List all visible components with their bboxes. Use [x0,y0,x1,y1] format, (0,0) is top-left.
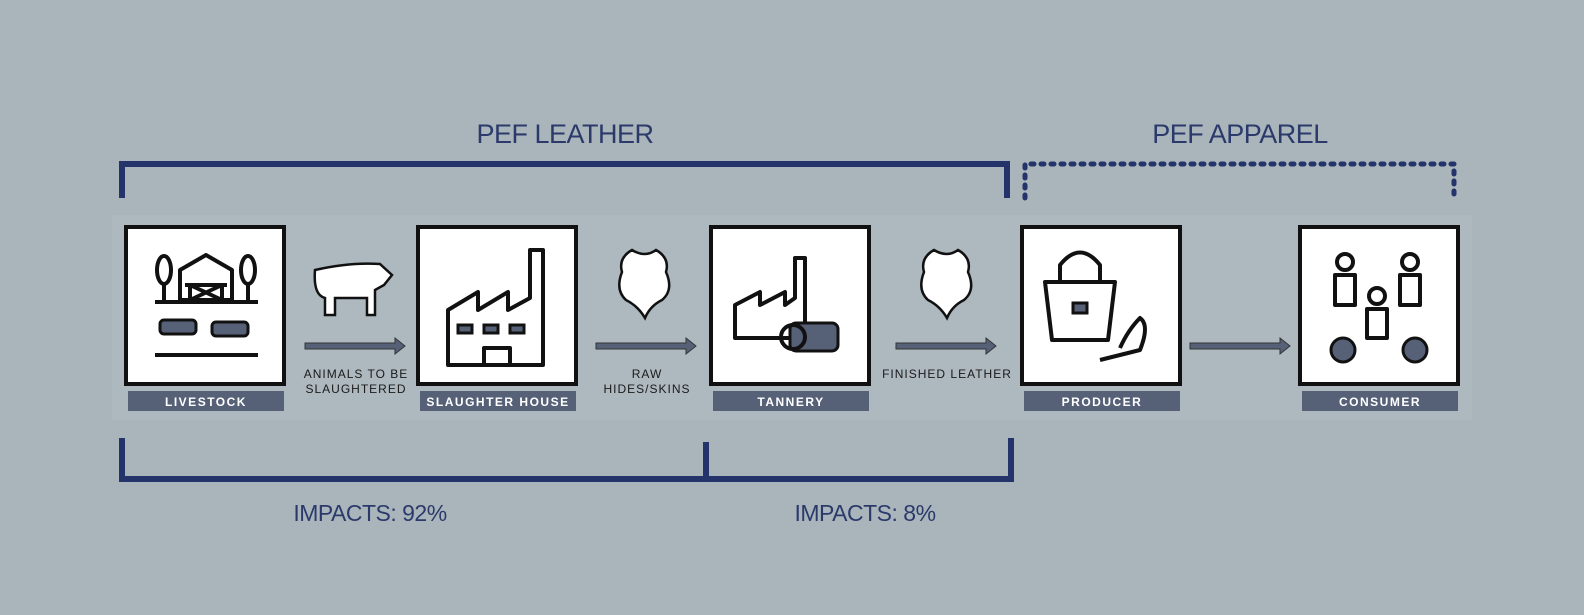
nodes: LIVESTOCK SLAUGHTER HOUSE TANNERY PRODUCER C… [124,225,1460,411]
node-box [124,225,286,386]
flow-label: HIDES/SKINS [603,382,690,396]
arrows [304,336,1291,356]
node-label: SLAUGHTER HOUSE [426,395,569,409]
hide-icon [618,248,973,321]
group-title: PEF LEATHER [476,119,653,149]
tannery-icon [733,256,840,353]
node-box [416,225,578,386]
impact-bracket [119,438,1014,482]
node-label-bar [1302,391,1458,411]
flow-label: SLAUGHTERED [305,382,406,396]
factory-icon [446,248,545,367]
group-title: PEF APPAREL [1152,119,1328,149]
node-label-bar [1024,391,1180,411]
node-label: LIVESTOCK [165,395,247,409]
people-icon [1329,252,1429,364]
node-label: TANNERY [757,395,824,409]
impact-label: IMPACTS: 92% [293,500,446,526]
bracket-dotted [1022,161,1457,201]
node-label: CONSUMER [1339,395,1421,409]
flow-label: FINISHED LEATHER [882,367,1012,381]
bag-icon [1043,250,1147,362]
flow-label: ANIMALS TO BE [304,367,409,381]
bracket [119,161,1010,198]
node-label: PRODUCER [1062,395,1143,409]
cow-icon [313,262,394,317]
node-label-bar [713,391,869,411]
node-label-bar [128,391,284,411]
livestock-icon [155,253,258,357]
flow-label: RAW [632,367,663,381]
node-label-bar [420,391,576,411]
impact-label: IMPACTS: 8% [794,500,935,526]
